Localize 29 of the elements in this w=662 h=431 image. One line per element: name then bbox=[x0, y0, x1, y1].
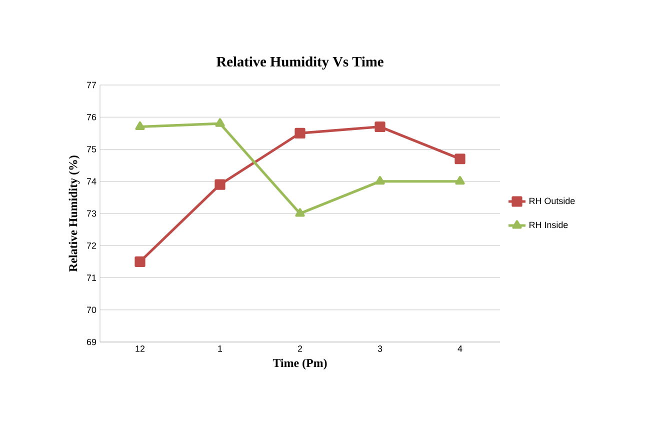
y-tick-label: 77 bbox=[86, 82, 96, 88]
y-axis-title: Relative Humidity (%) bbox=[68, 156, 80, 272]
x-axis-title: Time (Pm) bbox=[272, 358, 327, 370]
legend-label: RH Outside bbox=[530, 198, 575, 204]
point bbox=[294, 128, 306, 138]
point bbox=[134, 256, 146, 267]
y-tick-label: 76 bbox=[86, 114, 96, 120]
x-tick-label: 1 bbox=[218, 346, 222, 352]
y-tick-label: 73 bbox=[86, 210, 96, 217]
y-tick-label: 72 bbox=[86, 242, 96, 249]
y-tick-label: 71 bbox=[86, 274, 96, 281]
y-tick-label: 75 bbox=[86, 146, 96, 152]
legend-label: RH Inside bbox=[530, 221, 568, 228]
x-tick-label: 3 bbox=[378, 346, 382, 352]
x-tick-label: 2 bbox=[298, 346, 302, 352]
y-tick-label: 70 bbox=[86, 306, 96, 314]
point bbox=[214, 179, 226, 190]
point bbox=[454, 154, 466, 164]
point bbox=[375, 176, 385, 185]
point bbox=[215, 118, 225, 127]
point bbox=[295, 208, 305, 217]
point bbox=[374, 121, 386, 132]
point bbox=[455, 176, 465, 185]
chart-title: Relative Humidity Vs Time bbox=[216, 56, 384, 70]
x-tick-label: 12 bbox=[136, 346, 145, 352]
x-tick-label: 4 bbox=[458, 346, 462, 352]
point bbox=[135, 121, 145, 130]
y-tick-label: 69 bbox=[86, 338, 96, 346]
y-tick-label: 74 bbox=[86, 178, 96, 184]
